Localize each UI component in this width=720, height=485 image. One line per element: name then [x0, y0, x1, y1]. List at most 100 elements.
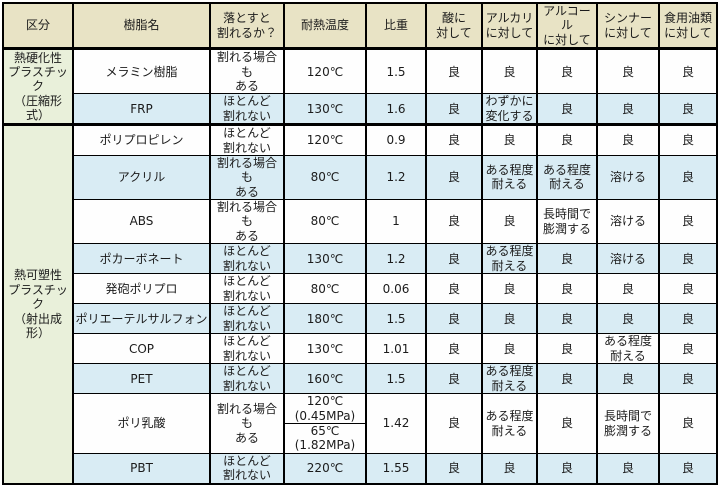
alkali-cell: 良	[481, 303, 538, 335]
acid-cell: 良	[425, 123, 483, 156]
resin-cell: PBT	[72, 452, 211, 485]
thinner-cell: 良	[596, 303, 660, 335]
oil-cell: 良	[658, 393, 718, 454]
oil-cell: 良	[658, 154, 718, 201]
oil-cell: 良	[658, 363, 718, 395]
oil-cell: 良	[658, 303, 718, 335]
gravity-cell: 0.9	[365, 123, 427, 156]
table-row: ポリエーテルサルフォン ほとんど 割れない 180℃ 1.5 良 良 良 良 良	[3, 303, 718, 335]
resin-cell: アクリル	[72, 154, 211, 201]
table-row: ポカーボネート ほとんど 割れない 130℃ 1.2 良 ある程度 耐える 良 …	[3, 243, 718, 275]
thinner-cell: 溶ける	[596, 199, 660, 245]
alkali-cell: 良	[481, 452, 538, 485]
gravity-cell: 1.5	[365, 303, 427, 335]
thinner-cell: 良	[596, 452, 660, 485]
resin-cell: ポリ乳酸	[72, 393, 211, 454]
category-cell-thermoplastic: 熱可塑性 プラスチック （射出成形）	[2, 123, 74, 485]
resin-cell: PET	[72, 363, 211, 395]
alkali-cell: わずかに 変化する	[481, 93, 538, 126]
alcohol-cell: 良	[536, 48, 598, 95]
oil-cell: 良	[658, 123, 718, 156]
acid-cell: 良	[425, 243, 483, 275]
alcohol-cell: 良	[536, 303, 598, 335]
category-cell-thermoset: 熱硬化性 プラスチック （圧縮形式）	[2, 48, 74, 126]
col-header-resin: 樹脂名	[72, 2, 211, 51]
col-header-breakability: 落とすと 割れるか？	[209, 2, 285, 51]
resin-cell: メラミン樹脂	[72, 48, 211, 95]
thinner-cell: 良	[596, 123, 660, 156]
table-row: 発砲ポリプロ ほとんど 割れない 80℃ 0.06 良 良 良 良 良	[3, 273, 718, 305]
heat-cell: 180℃	[283, 303, 367, 335]
heat-cell: 130℃	[283, 333, 367, 365]
alcohol-cell: 良	[536, 123, 598, 156]
heat-cell: 130℃	[283, 93, 367, 126]
gravity-cell: 1.55	[365, 452, 427, 485]
thinner-cell: 溶ける	[596, 243, 660, 275]
gravity-cell: 1.6	[365, 93, 427, 126]
oil-cell: 良	[658, 93, 718, 126]
table-row: ABS 割れる場合も ある 80℃ 1 良 良 長時間で 膨潤する 溶ける 良	[3, 199, 718, 245]
heat-cell: 130℃	[283, 243, 367, 275]
alkali-cell: 良	[481, 273, 538, 305]
gravity-cell: 1.5	[365, 363, 427, 395]
breakability-cell: ほとんど 割れない	[209, 303, 285, 335]
breakability-cell: 割れる場合も ある	[209, 393, 285, 454]
alkali-cell: ある程度 耐える	[481, 363, 538, 395]
alcohol-cell: 長時間で 膨潤する	[536, 199, 598, 245]
heat-cell: 120℃	[283, 123, 367, 156]
heat-cell: 80℃	[283, 154, 367, 201]
gravity-cell: 1.5	[365, 48, 427, 95]
header-row: 区分 樹脂名 落とすと 割れるか？ 耐熱温度 比重 酸に 対して アルカリ に対…	[2, 2, 718, 51]
alcohol-cell: 良	[536, 93, 598, 126]
acid-cell: 良	[425, 333, 483, 365]
thinner-cell: 良	[596, 363, 660, 395]
alkali-cell: ある程度 耐える	[481, 393, 538, 454]
oil-cell: 良	[658, 199, 718, 245]
resin-cell: ポリプロピレン	[72, 123, 211, 156]
thinner-cell: 溶ける	[596, 154, 660, 201]
col-header-thinner: シンナー に対して	[596, 2, 660, 51]
breakability-cell: ほとんど 割れない	[209, 123, 285, 156]
alkali-cell: 良	[481, 199, 538, 245]
breakability-cell: ほとんど 割れない	[209, 333, 285, 365]
alkali-cell: 良	[481, 48, 538, 95]
breakability-cell: 割れる場合も ある	[209, 199, 285, 245]
gravity-cell: 1.2	[365, 154, 427, 201]
alcohol-cell: 良	[536, 452, 598, 485]
alcohol-cell: 良	[536, 273, 598, 305]
table-row: PBT ほとんど 割れない 220℃ 1.55 良 良 良 良 良	[3, 452, 718, 485]
thinner-cell: ある程度 耐える	[596, 333, 660, 365]
acid-cell: 良	[425, 393, 483, 454]
col-header-gravity: 比重	[365, 2, 427, 51]
acid-cell: 良	[425, 273, 483, 305]
alkali-cell: ある程度 耐える	[481, 243, 538, 275]
gravity-cell: 1.01	[365, 333, 427, 365]
col-header-alkali: アルカリ に対して	[481, 2, 538, 51]
resin-cell: FRP	[72, 93, 211, 126]
breakability-cell: 割れる場合も ある	[209, 154, 285, 201]
acid-cell: 良	[425, 48, 483, 95]
acid-cell: 良	[425, 452, 483, 485]
gravity-cell: 1.42	[365, 393, 427, 454]
col-header-alcohol: アルコール に対して	[536, 2, 598, 51]
heat-cell: 80℃	[283, 273, 367, 305]
alkali-cell: ある程度 耐える	[481, 154, 538, 201]
oil-cell: 良	[658, 333, 718, 365]
acid-cell: 良	[425, 303, 483, 335]
thinner-cell: 長時間で 膨潤する	[596, 393, 660, 454]
alcohol-cell: 良	[536, 243, 598, 275]
col-header-oil: 食用油類 に対して	[658, 2, 718, 51]
table-row: アクリル 割れる場合も ある 80℃ 1.2 良 ある程度 耐える ある程度 耐…	[3, 154, 718, 201]
heat-cell: 220℃	[283, 452, 367, 485]
alcohol-cell: 良	[536, 393, 598, 454]
alkali-cell: 良	[481, 333, 538, 365]
heat-cell-lower: 65℃ (1.82MPa)	[283, 423, 367, 454]
table-row: PET ほとんど 割れない 160℃ 1.5 良 ある程度 耐える 良 良 良	[3, 363, 718, 395]
oil-cell: 良	[658, 273, 718, 305]
resin-cell: COP	[72, 333, 211, 365]
gravity-cell: 1	[365, 199, 427, 245]
heat-cell: 80℃	[283, 199, 367, 245]
oil-cell: 良	[658, 452, 718, 485]
